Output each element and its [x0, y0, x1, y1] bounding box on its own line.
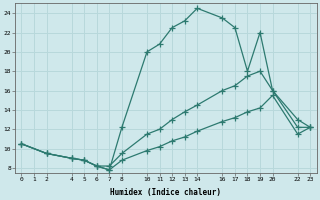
X-axis label: Humidex (Indice chaleur): Humidex (Indice chaleur)	[110, 188, 221, 197]
